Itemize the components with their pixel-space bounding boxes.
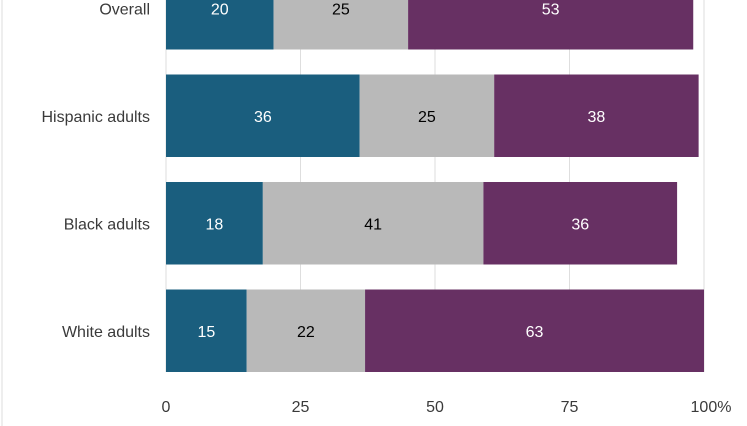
bar-segment (273, 0, 409, 50)
bar-segment (166, 74, 360, 157)
data-label: 53 (542, 1, 560, 18)
x-tick-label: 100% (691, 399, 732, 416)
data-label: 36 (571, 216, 589, 233)
data-label: 38 (588, 109, 606, 126)
data-label: 20 (211, 1, 229, 18)
data-label: 63 (526, 324, 544, 341)
bar-segment (408, 0, 694, 50)
x-tick-label: 50 (426, 399, 444, 416)
data-label: 36 (254, 109, 272, 126)
bar-segment (166, 182, 263, 265)
bar-segment (365, 289, 704, 372)
bar-segment (359, 74, 495, 157)
data-label: 25 (332, 1, 350, 18)
x-tick-label: 75 (561, 399, 579, 416)
category-label: White adults (62, 324, 150, 341)
data-label: 41 (364, 216, 382, 233)
category-label: Hispanic adults (42, 109, 151, 126)
category-label: Overall (99, 1, 150, 18)
bar-segment (166, 289, 247, 372)
data-label: 15 (197, 324, 215, 341)
bar-segment (166, 0, 274, 50)
data-label: 18 (206, 216, 224, 233)
bar-segment (494, 74, 699, 157)
data-label: 25 (418, 109, 436, 126)
category-label: Black adults (64, 216, 150, 233)
bar-segment (262, 182, 484, 265)
bar-segment (246, 289, 366, 372)
x-tick-label: 0 (162, 399, 171, 416)
bar-segment (483, 182, 678, 265)
labels: 0 25 50 75 100% Overall 20 25 53 Hispanic adults 3… (42, 1, 732, 416)
x-tick-label: 25 (292, 399, 310, 416)
data-label: 22 (297, 324, 315, 341)
bars (166, 0, 704, 372)
